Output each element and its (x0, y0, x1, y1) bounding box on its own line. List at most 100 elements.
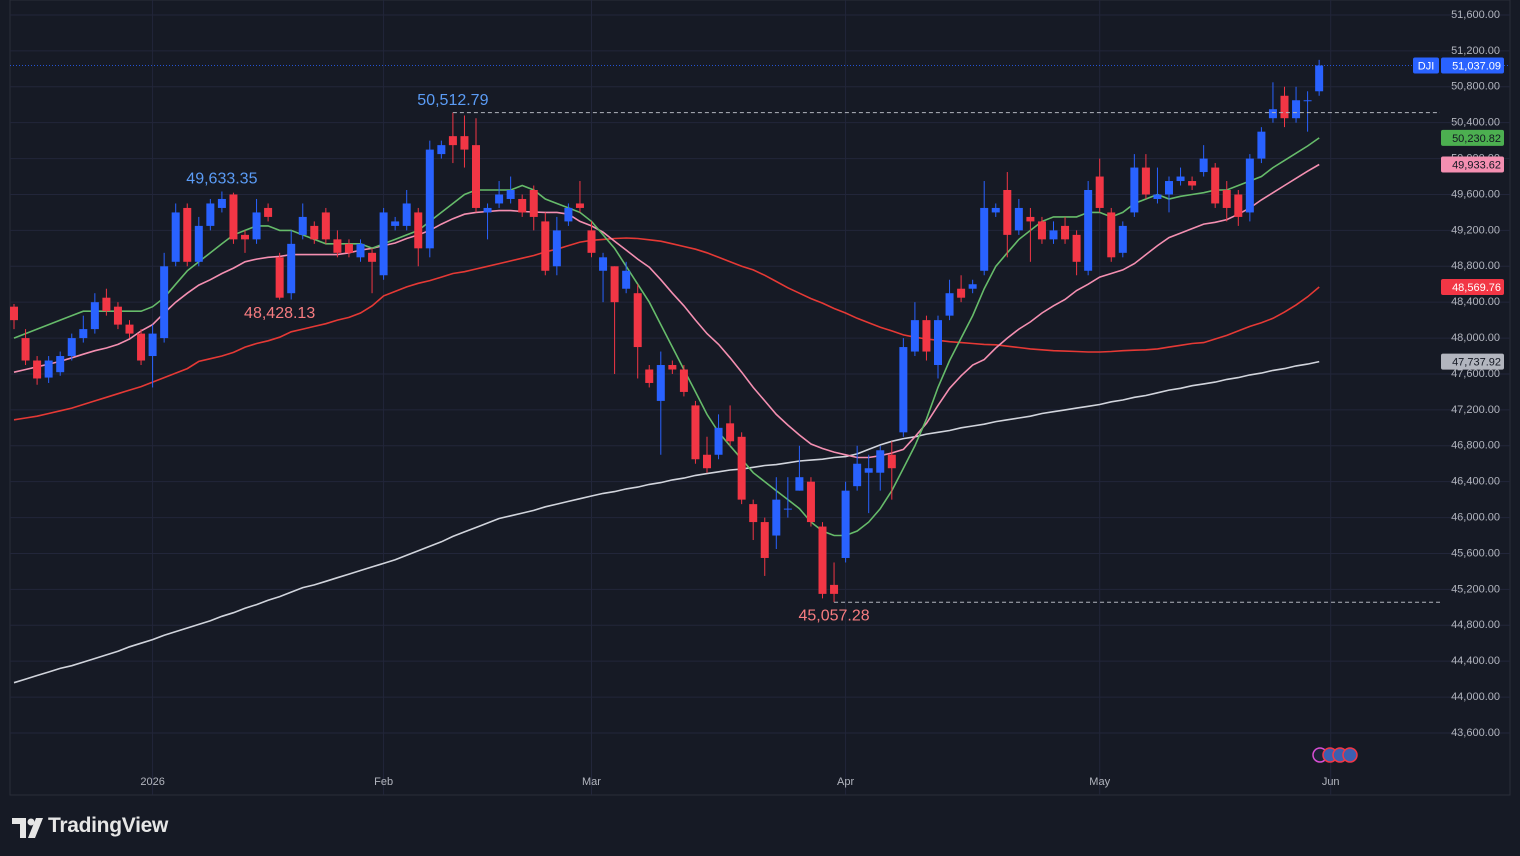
price-tag-label: 50,230.82 (1452, 133, 1501, 145)
candle-body (1049, 230, 1058, 240)
y-tick-label: 51,200.00 (1451, 45, 1500, 57)
candle-body (402, 203, 411, 226)
candle-body (1199, 158, 1208, 173)
candle-body (79, 329, 88, 339)
candle-body (425, 149, 434, 249)
candle-body (575, 203, 584, 208)
candle-body (1153, 194, 1162, 199)
candle-body (518, 198, 527, 213)
y-tick-label: 44,800.00 (1451, 619, 1500, 631)
candle-body (691, 405, 700, 460)
candle-body (853, 463, 862, 487)
x-tick-label: May (1089, 776, 1110, 788)
candle-body (968, 284, 977, 289)
candle-body (1118, 225, 1127, 253)
candle-body (887, 454, 896, 469)
y-tick-label: 50,400.00 (1451, 117, 1500, 129)
candle-body (298, 216, 307, 235)
candle-body (818, 526, 827, 594)
candle-body (1003, 189, 1012, 235)
candle-body (806, 481, 815, 523)
candle-body (10, 306, 18, 321)
candle-body (587, 230, 596, 253)
x-tick-label: Mar (582, 776, 601, 788)
candle-body (656, 365, 665, 401)
candle-body (44, 360, 53, 378)
y-tick-label: 48,000.00 (1451, 332, 1500, 344)
candle-body (137, 333, 146, 361)
candle-body (1165, 181, 1173, 195)
candle-body (1176, 176, 1185, 182)
candle-body (495, 194, 504, 204)
candle-body (356, 243, 365, 258)
candle-body (749, 504, 758, 523)
y-tick-label: 48,400.00 (1451, 296, 1500, 308)
price-tag (1441, 278, 1504, 295)
y-tick-label: 46,800.00 (1451, 440, 1500, 452)
candle-body (1222, 189, 1231, 208)
candle-body (125, 324, 134, 334)
chart: 43,600.00 44,000.00 44,400.00 44,800.00 45,2… (9, 0, 1511, 796)
candle-body (772, 499, 781, 536)
candle-body (783, 508, 792, 510)
candle-body (876, 450, 885, 473)
candle-body (1061, 225, 1070, 240)
moving-average-line (13, 163, 1320, 459)
candle-body (321, 212, 330, 240)
candle-body (113, 306, 122, 325)
annotation-label: 45,057.28 (798, 607, 869, 624)
candle-body (160, 266, 169, 339)
candle-body (67, 338, 76, 357)
candle-body (1095, 176, 1104, 208)
candle-body (541, 221, 550, 271)
candle-body (957, 288, 966, 298)
candle-body (252, 212, 261, 240)
y-tick-label: 47,600.00 (1451, 368, 1500, 380)
candle-body (506, 189, 515, 199)
price-tag (1441, 57, 1504, 74)
candle-body (275, 257, 284, 298)
candle-body (737, 436, 746, 500)
candle-body (1026, 216, 1035, 222)
candle-body (171, 212, 180, 262)
y-tick-label: 44,000.00 (1451, 691, 1500, 703)
candle-body (368, 252, 377, 262)
candle-body (483, 207, 492, 213)
candle-body (1037, 221, 1046, 240)
y-tick-label: 51,600.00 (1451, 9, 1500, 21)
candle-body (448, 136, 457, 146)
candle-body (56, 356, 65, 373)
candle-body (899, 347, 908, 433)
candle-body (910, 320, 919, 352)
moving-average-line (13, 237, 1320, 421)
brand: TradingView (48, 814, 169, 837)
marks (10, 59, 1324, 684)
candle-body (1130, 167, 1139, 213)
candle-body (148, 333, 157, 357)
candle-body (1280, 95, 1289, 119)
candle-body (564, 207, 573, 222)
overlay: 43,600.00 44,000.00 44,400.00 44,800.00 45,2… (10, 9, 1510, 788)
candle-body (414, 212, 423, 249)
price-tag (1441, 129, 1504, 146)
y-tick-label: 48,800.00 (1451, 260, 1500, 272)
candle-body (610, 266, 619, 303)
candle-body (668, 365, 677, 370)
symbol-tag-label: DJI (1418, 60, 1435, 72)
candle-body (333, 239, 342, 253)
candle-body (552, 230, 561, 267)
candle-body (1072, 234, 1081, 262)
candle-body (229, 194, 238, 240)
candle-body (830, 584, 839, 594)
candle-body (991, 207, 1000, 213)
x-tick-label: Feb (374, 776, 393, 788)
price-tag-label: 47,737.92 (1452, 357, 1501, 369)
candle-body (1141, 167, 1150, 195)
y-tick-label: 50,800.00 (1451, 81, 1500, 93)
candle-body (379, 212, 388, 276)
y-tick-label: 49,200.00 (1451, 224, 1500, 236)
candle-body (1084, 189, 1093, 271)
candle-body (241, 234, 249, 240)
candle-body (183, 207, 192, 262)
candle-body (206, 203, 215, 226)
